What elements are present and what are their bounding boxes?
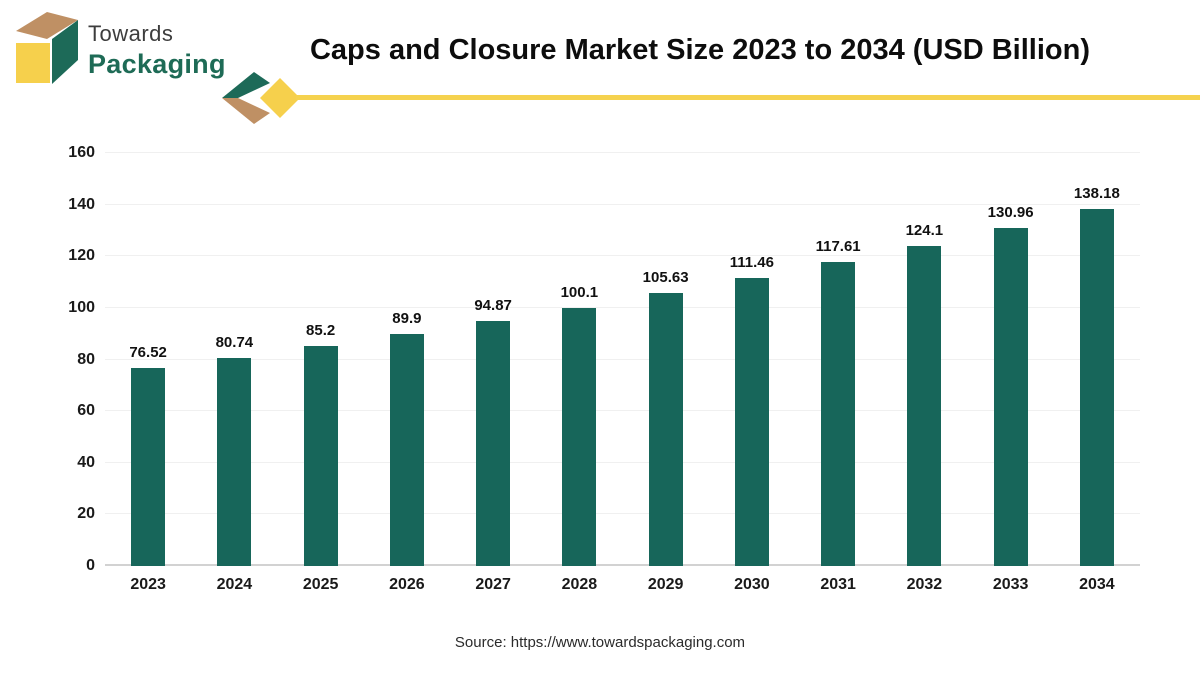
plot-area: 76.52 80.74 85.2 89.9 94.87 100.1 105.63 111.46… (105, 152, 1140, 566)
bar (217, 357, 252, 566)
x-tick-label: 2027 (475, 576, 511, 593)
bar (303, 346, 338, 566)
towards-packaging-logo: Towards Packaging (14, 10, 226, 90)
gridline (105, 564, 1140, 566)
y-tick-label: 120 (68, 247, 95, 265)
bar (131, 368, 166, 566)
bar-value-label: 76.52 (129, 344, 167, 362)
bar-value-label: 105.63 (642, 269, 689, 287)
logo-line1: Towards (88, 20, 174, 46)
x-tick-label: 2025 (302, 576, 339, 593)
gridline (105, 203, 1140, 205)
bar-value-label: 100.1 (560, 283, 599, 301)
gridline (105, 513, 1140, 515)
bar-group: 85.2 (278, 153, 364, 566)
bar-value-label: 111.46 (729, 254, 774, 272)
bar-group: 76.52 (105, 153, 191, 566)
y-tick-label: 140 (68, 195, 95, 213)
source-text: Source: https://www.towardspackaging.com (454, 634, 746, 651)
x-tick-label: 2024 (216, 576, 253, 593)
logo-text: Towards Packaging (88, 21, 226, 80)
gridline (105, 306, 1140, 308)
bar-group: 105.63 (623, 153, 709, 566)
bars-container: 76.52 80.74 85.2 89.9 94.87 100.1 105.63 111.46… (105, 153, 1140, 566)
bar (993, 227, 1028, 566)
bar (734, 278, 769, 566)
bar-value-label: 85.2 (306, 322, 336, 340)
gridline (105, 358, 1140, 360)
x-tick-label: 2028 (561, 576, 598, 593)
gridline (105, 152, 1140, 153)
y-tick-label: 20 (77, 505, 95, 523)
package-box-icon (16, 12, 78, 84)
bar (1079, 209, 1114, 566)
y-tick-label: 80 (77, 350, 95, 368)
chevron-diamond-icon (222, 72, 300, 124)
y-axis: 0 20 40 60 80 100 120 140 160 (40, 144, 95, 574)
page-title: Caps and Closure Market Size 2023 to 203… (309, 34, 1090, 66)
bar (821, 262, 856, 566)
x-tick-label: 2023 (130, 576, 166, 593)
x-tick-label: 2029 (647, 576, 684, 593)
bar (648, 293, 683, 566)
x-axis: 2023 2024 2025 2026 2027 2028 2029 2030 2031 2032… (105, 576, 1140, 594)
bar-value-label: 124.1 (905, 221, 944, 239)
x-tick-label: 2033 (992, 576, 1029, 593)
bar-group: 89.9 (364, 153, 450, 566)
bar-group: 124.1 (881, 153, 967, 566)
bar-group: 94.87 (450, 153, 536, 566)
bar-group: 117.61 (795, 153, 881, 566)
y-tick-label: 160 (68, 144, 95, 161)
bar-value-label: 138.18 (1073, 185, 1120, 203)
x-tick-label: 2030 (734, 576, 770, 593)
bar-group: 80.74 (191, 153, 277, 566)
y-tick-label: 40 (77, 453, 95, 471)
bar (907, 245, 942, 566)
x-tick-label: 2026 (389, 576, 425, 593)
x-tick-label: 2031 (820, 576, 856, 593)
y-tick-label: 60 (77, 402, 95, 420)
bar-group: 111.46 (709, 153, 795, 566)
bar-group: 130.96 (968, 153, 1054, 566)
bar (476, 321, 511, 566)
x-tick-label: 2034 (1079, 576, 1115, 593)
bar-value-label: 94.87 (474, 297, 512, 315)
bar (389, 333, 424, 566)
bar-value-label: 89.9 (392, 309, 422, 327)
ribbon-line (296, 95, 1200, 100)
gridline (105, 410, 1140, 412)
bar-value-label: 130.96 (987, 203, 1034, 221)
bar-group: 100.1 (536, 153, 622, 566)
gridline (105, 255, 1140, 257)
y-tick-label: 0 (86, 557, 95, 574)
bar-value-label: 80.74 (215, 333, 254, 351)
gridline (105, 461, 1140, 463)
y-tick-label: 100 (68, 298, 95, 316)
bar-group: 138.18 (1054, 153, 1140, 566)
bar-value-label: 117.61 (815, 238, 861, 256)
logo-line2: Packaging (88, 48, 226, 79)
x-tick-label: 2032 (906, 576, 943, 593)
bar (562, 307, 597, 566)
